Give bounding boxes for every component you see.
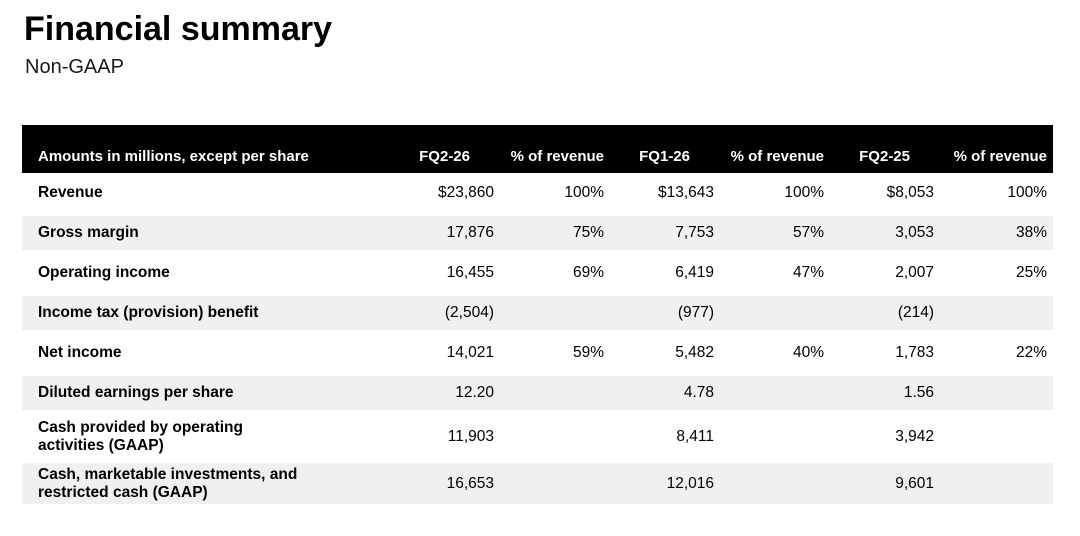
cell-percent: [500, 460, 610, 507]
cell-percent: [940, 293, 1053, 333]
cell-value: 12.20: [400, 373, 500, 413]
column-header-pct-revenue-3: % of revenue: [940, 125, 1053, 173]
cell-percent: [940, 460, 1053, 507]
column-header-pct-revenue-2: % of revenue: [720, 125, 830, 173]
cell-value: (2,504): [400, 293, 500, 333]
row-label: Operating income: [22, 253, 400, 293]
cell-value: $8,053: [830, 173, 940, 213]
row-label: Cash provided by operating activities (G…: [22, 413, 400, 460]
cell-value: 12,016: [610, 460, 720, 507]
cell-value: 11,903: [400, 413, 500, 460]
table-row-operating-income: Operating income 16,455 69% 6,419 47% 2,…: [22, 253, 1053, 293]
cell-percent: [500, 413, 610, 460]
cell-percent: 100%: [720, 173, 830, 213]
page-subtitle: Non-GAAP: [25, 56, 124, 78]
financial-summary-table: Amounts in millions, except per share FQ…: [22, 125, 1053, 507]
cell-percent: 59%: [500, 333, 610, 373]
cell-percent: 57%: [720, 213, 830, 253]
cell-value: 17,876: [400, 213, 500, 253]
row-label: Net income: [22, 333, 400, 373]
cell-value: 4.78: [610, 373, 720, 413]
cell-value: $23,860: [400, 173, 500, 213]
cell-value: 5,482: [610, 333, 720, 373]
cell-value: 16,653: [400, 460, 500, 507]
cell-value: 3,053: [830, 213, 940, 253]
column-header-amounts: Amounts in millions, except per share: [22, 125, 400, 173]
cell-percent: [500, 293, 610, 333]
cell-percent: [940, 413, 1053, 460]
row-label: Diluted earnings per share: [22, 373, 400, 413]
column-header-fq2-25: FQ2-25: [830, 125, 940, 173]
row-label: Gross margin: [22, 213, 400, 253]
cell-percent: 40%: [720, 333, 830, 373]
cell-percent: 69%: [500, 253, 610, 293]
cell-value: 8,411: [610, 413, 720, 460]
cell-percent: [720, 460, 830, 507]
table-header-row: Amounts in millions, except per share FQ…: [22, 125, 1053, 173]
table-row-gross-margin: Gross margin 17,876 75% 7,753 57% 3,053 …: [22, 213, 1053, 253]
cell-percent: 22%: [940, 333, 1053, 373]
cell-percent: [940, 373, 1053, 413]
cell-value: 9,601: [830, 460, 940, 507]
cell-percent: [720, 293, 830, 333]
cell-percent: [720, 413, 830, 460]
cell-value: 6,419: [610, 253, 720, 293]
table-row-cash-marketable: Cash, marketable investments, and restri…: [22, 460, 1053, 507]
cell-percent: [500, 373, 610, 413]
cell-value: 1,783: [830, 333, 940, 373]
cell-value: 7,753: [610, 213, 720, 253]
cell-percent: 100%: [940, 173, 1053, 213]
table-row-net-income: Net income 14,021 59% 5,482 40% 1,783 22…: [22, 333, 1053, 373]
cell-percent: 75%: [500, 213, 610, 253]
cell-value: 2,007: [830, 253, 940, 293]
cell-percent: [720, 373, 830, 413]
row-label: Income tax (provision) benefit: [22, 293, 400, 333]
cell-value: 14,021: [400, 333, 500, 373]
page-title: Financial summary: [24, 10, 333, 48]
table-row-revenue: Revenue $23,860 100% $13,643 100% $8,053…: [22, 173, 1053, 213]
cell-value: (214): [830, 293, 940, 333]
cell-value: 16,455: [400, 253, 500, 293]
column-header-fq1-26: FQ1-26: [610, 125, 720, 173]
column-header-fq2-26: FQ2-26: [400, 125, 500, 173]
row-label: Revenue: [22, 173, 400, 213]
cell-percent: 25%: [940, 253, 1053, 293]
table-row-income-tax: Income tax (provision) benefit (2,504) (…: [22, 293, 1053, 333]
cell-percent: 38%: [940, 213, 1053, 253]
cell-value: 3,942: [830, 413, 940, 460]
column-header-pct-revenue-1: % of revenue: [500, 125, 610, 173]
table-row-diluted-eps: Diluted earnings per share 12.20 4.78 1.…: [22, 373, 1053, 413]
cell-value: 1.56: [830, 373, 940, 413]
cell-value: $13,643: [610, 173, 720, 213]
cell-percent: 100%: [500, 173, 610, 213]
row-label: Cash, marketable investments, and restri…: [22, 460, 400, 507]
cell-percent: 47%: [720, 253, 830, 293]
table-row-cash-operating: Cash provided by operating activities (G…: [22, 413, 1053, 460]
cell-value: (977): [610, 293, 720, 333]
